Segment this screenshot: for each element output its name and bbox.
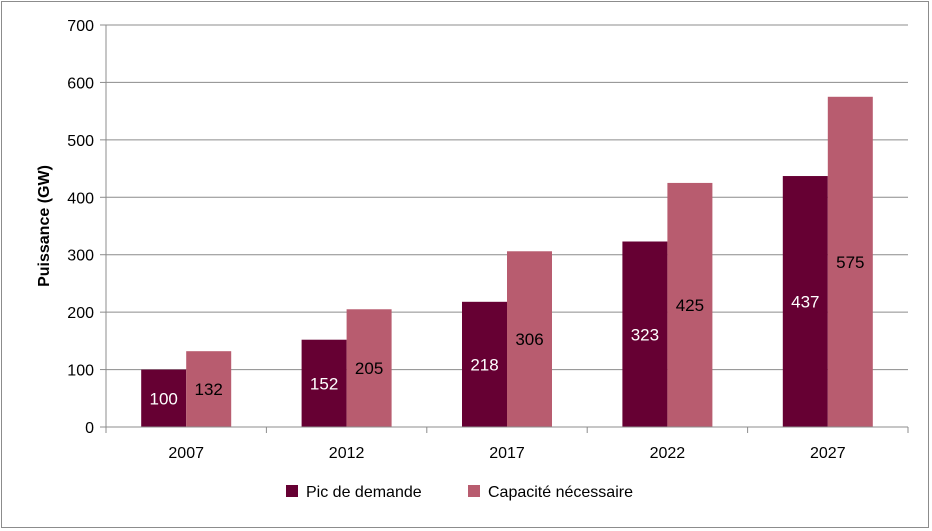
legend: Pic de demande Capacité nécessaire (286, 484, 633, 501)
bar (622, 241, 668, 427)
bars (141, 96, 873, 428)
bar (186, 351, 232, 427)
y-tick-labels: 0 100 200 300 400 500 600 700 (67, 18, 94, 437)
x-tick-label: 2007 (168, 445, 204, 462)
bar (667, 182, 713, 427)
bar (462, 301, 507, 427)
legend-label: Capacité nécessaire (488, 484, 633, 501)
data-label: 437 (791, 293, 819, 312)
bar (507, 251, 552, 427)
bar (827, 96, 873, 428)
x-tick-label: 2017 (489, 445, 525, 462)
y-tick-label: 200 (67, 305, 94, 322)
bar (301, 339, 347, 427)
x-tick-label: 2012 (329, 445, 365, 462)
data-label: 323 (631, 325, 659, 344)
bar (346, 309, 392, 427)
legend-swatch (468, 485, 480, 497)
data-label: 132 (195, 380, 223, 399)
y-tick-label: 0 (85, 420, 94, 437)
y-tick-label: 100 (67, 363, 94, 380)
y-axis-label: Puissance (GW) (36, 165, 53, 287)
y-tick-label: 600 (67, 75, 94, 92)
data-label: 152 (310, 374, 338, 393)
bar (141, 369, 187, 427)
y-tick-label: 500 (67, 133, 94, 150)
y-tick-label: 400 (67, 190, 94, 207)
data-label: 218 (470, 355, 498, 374)
data-label: 575 (836, 253, 864, 272)
x-tick-label: 2027 (810, 445, 846, 462)
data-label: 425 (676, 296, 704, 315)
legend-label: Pic de demande (306, 484, 422, 501)
y-tick-label: 700 (67, 18, 94, 35)
data-labels: 100 132 152 205 218 306 323 425 437 575 (150, 253, 865, 408)
data-label: 205 (355, 359, 383, 378)
legend-swatch (286, 485, 298, 497)
x-tick-label: 2022 (650, 445, 686, 462)
bar (782, 176, 828, 427)
y-tick-label: 300 (67, 248, 94, 265)
data-label: 100 (150, 389, 178, 408)
data-label: 306 (515, 330, 543, 349)
axes (105, 25, 909, 433)
x-tick-labels: 2007 2012 2017 2022 2027 (168, 445, 845, 462)
